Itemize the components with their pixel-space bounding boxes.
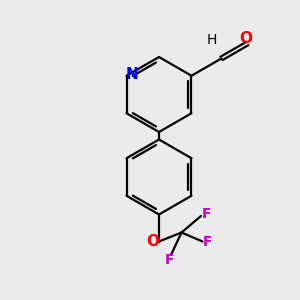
Text: F: F [165,254,174,267]
Text: N: N [125,67,138,82]
Text: O: O [146,234,160,249]
Text: O: O [239,31,252,46]
Text: F: F [202,208,211,221]
Text: F: F [203,235,213,248]
Text: H: H [207,33,217,47]
